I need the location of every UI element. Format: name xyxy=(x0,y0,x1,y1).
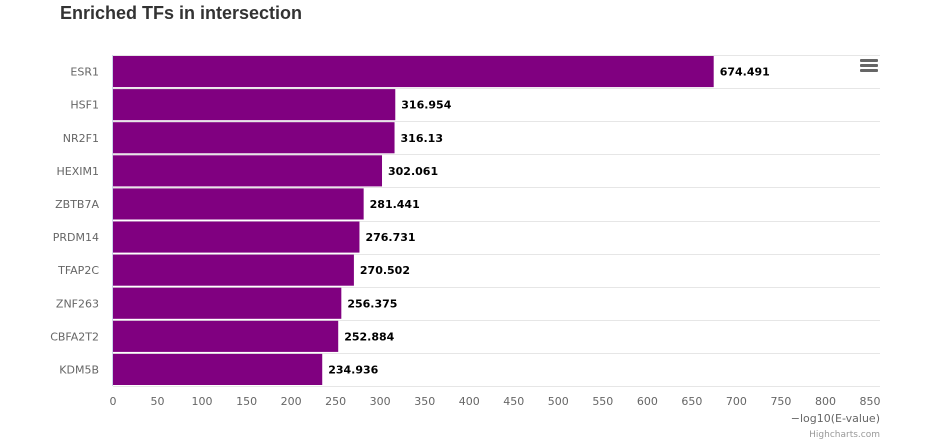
bar[interactable] xyxy=(113,122,395,154)
tick-label: 450 xyxy=(503,395,524,408)
tick-label: 200 xyxy=(281,395,302,408)
bar[interactable] xyxy=(113,188,364,220)
data-label: 316.13 xyxy=(401,132,443,145)
bar[interactable] xyxy=(113,221,360,253)
tick-label: 350 xyxy=(414,395,435,408)
tick-label: 750 xyxy=(770,395,791,408)
data-label: 252.884 xyxy=(344,330,394,343)
data-label: 674.491 xyxy=(720,66,770,79)
data-label: 302.061 xyxy=(388,165,438,178)
value-axis-title: −log10(E-value) xyxy=(790,412,880,425)
chart-title: Enriched TFs in intersection xyxy=(60,3,303,23)
category-label: ESR1 xyxy=(70,66,99,79)
tick-label: 100 xyxy=(192,395,213,408)
bar[interactable] xyxy=(113,320,339,352)
bar[interactable] xyxy=(113,254,354,286)
tick-label: 600 xyxy=(637,395,658,408)
data-label: 234.936 xyxy=(328,363,378,376)
category-label: CBFA2T2 xyxy=(50,330,99,343)
category-label: PRDM14 xyxy=(53,231,99,244)
bar[interactable] xyxy=(113,353,323,385)
hamburger-menu-icon[interactable] xyxy=(858,57,880,75)
tick-label: 400 xyxy=(459,395,480,408)
tick-label: 650 xyxy=(681,395,702,408)
category-label: ZNF263 xyxy=(56,297,99,310)
tick-label: 150 xyxy=(236,395,257,408)
data-label: 270.502 xyxy=(360,264,410,277)
credits-link[interactable]: Highcharts.com xyxy=(809,430,880,440)
category-label: ZBTB7A xyxy=(55,198,99,211)
tick-label: 550 xyxy=(592,395,613,408)
tick-label: 50 xyxy=(151,395,165,408)
bar[interactable] xyxy=(113,56,714,88)
tick-label: 250 xyxy=(325,395,346,408)
data-label: 281.441 xyxy=(370,198,420,211)
category-label: KDM5B xyxy=(59,363,99,376)
tick-label: 850 xyxy=(860,395,881,408)
category-label: NR2F1 xyxy=(63,132,99,145)
bar[interactable] xyxy=(113,287,342,319)
tick-label: 800 xyxy=(815,395,836,408)
category-label: TFAP2C xyxy=(57,264,99,277)
tick-label: 700 xyxy=(726,395,747,408)
category-label: HEXIM1 xyxy=(57,165,100,178)
category-label: HSF1 xyxy=(70,99,99,112)
data-label: 276.731 xyxy=(365,231,415,244)
tick-label: 300 xyxy=(370,395,391,408)
tick-label: 0 xyxy=(110,395,117,408)
tick-label: 500 xyxy=(548,395,569,408)
bar[interactable] xyxy=(113,89,396,121)
data-label: 256.375 xyxy=(347,297,397,310)
bar[interactable] xyxy=(113,155,383,187)
data-label: 316.954 xyxy=(401,99,451,112)
